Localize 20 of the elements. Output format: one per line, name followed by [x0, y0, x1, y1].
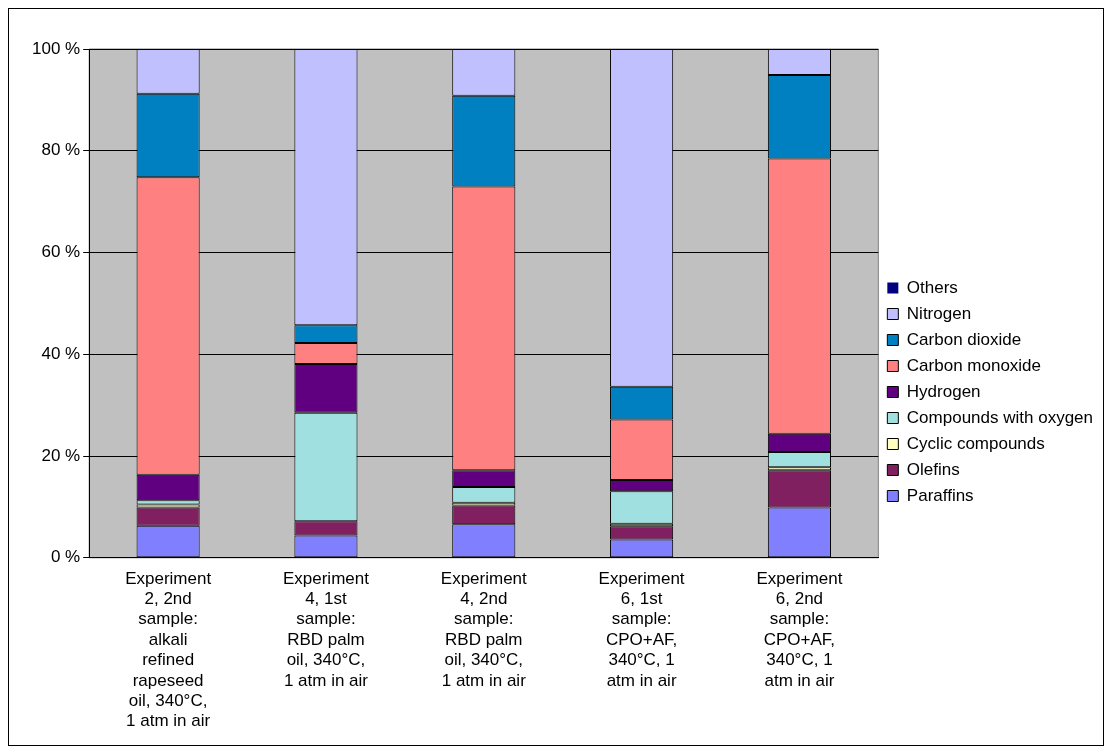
legend-label: Cyclic compounds — [906, 433, 1045, 453]
legend-label: Carbon monoxide — [906, 355, 1042, 375]
y-tick-label: 80 % — [41, 140, 81, 160]
legend-label: Hydrogen — [906, 381, 981, 401]
y-tick-label: 100 % — [32, 38, 81, 58]
y-tick-label: 60 % — [41, 242, 81, 262]
x-tick-label: Experiment 6, 1st sample: CPO+AF, 340°C, 1 atm in air — [598, 568, 685, 690]
legend-label: Olefins — [906, 459, 960, 479]
x-tick-label: Experiment 4, 1st sample: RBD palm oil, 340°C, 1 atm in air — [282, 568, 370, 690]
y-tick-label: 20 % — [41, 445, 81, 465]
x-tick-label: Experiment 6, 2nd sample: CPO+AF, 340°C, 1 atm in air — [756, 568, 843, 690]
legend-label: Carbon dioxide — [906, 329, 1022, 349]
legend-label: Others — [906, 277, 958, 297]
x-tick-label: Experiment 4, 2nd sample: RBD palm oil, 340°C, 1 atm in air — [440, 568, 528, 690]
legend-label: Compounds with oxygen — [906, 407, 1094, 427]
x-tick-label: Experiment 2, 2nd sample: alkali refined rapeseed oil, 340°C, 1 atm in air — [125, 568, 212, 731]
y-tick-label: 0 % — [50, 547, 81, 567]
y-tick-label: 40 % — [41, 343, 81, 363]
legend-label: Paraffins — [906, 485, 974, 505]
legend-label: Nitrogen — [906, 303, 972, 323]
